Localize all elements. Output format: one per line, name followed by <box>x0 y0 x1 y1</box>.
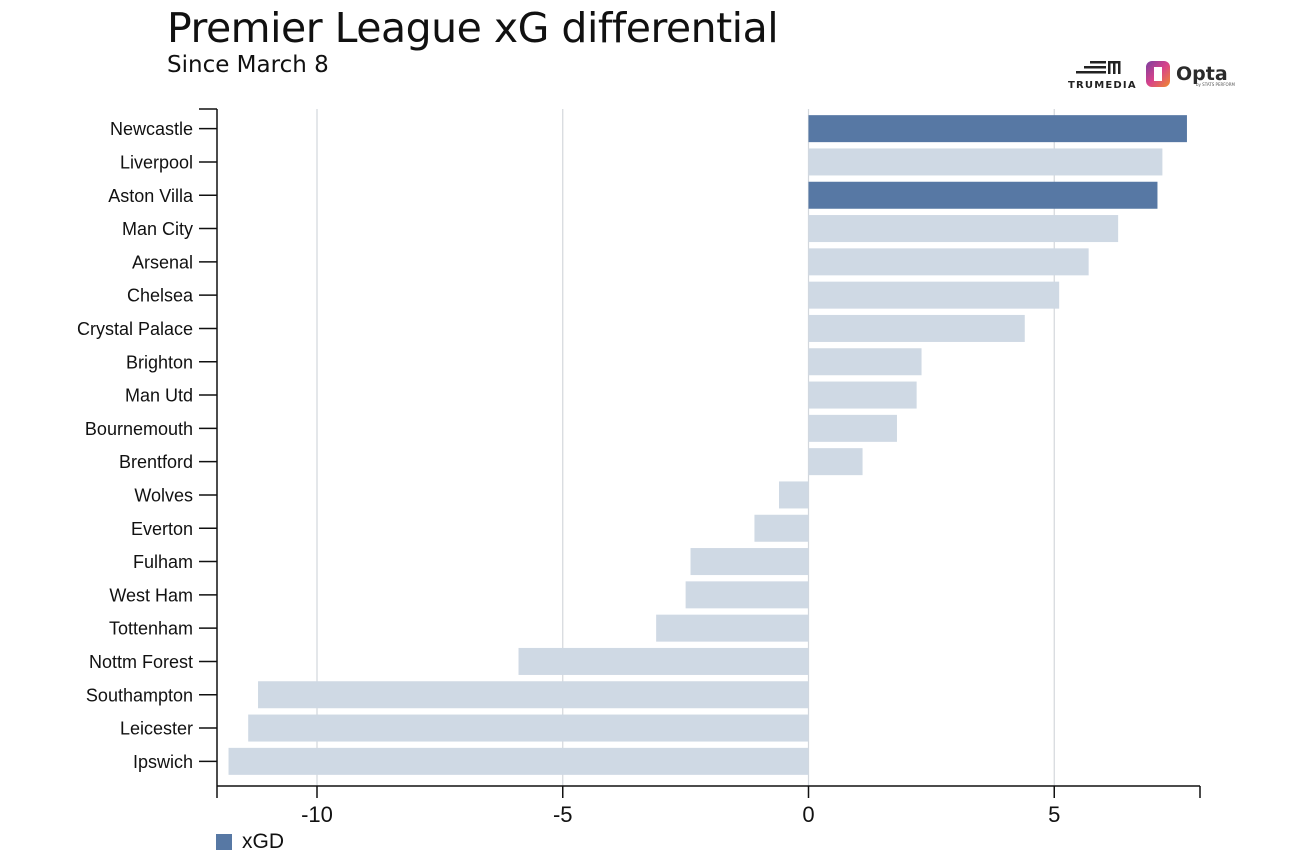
bar <box>808 215 1119 243</box>
chart-subtitle: Since March 8 <box>167 52 329 78</box>
bar <box>808 148 1163 176</box>
y-tick-label: Southampton <box>86 685 193 705</box>
x-tick-label: 5 <box>1048 802 1060 827</box>
logos: TRUMEDIA Opta by STATS PERFORM <box>1066 58 1246 98</box>
y-tick-label: Ipswich <box>133 752 193 772</box>
bar <box>685 581 809 609</box>
y-tick-label: Brentford <box>119 452 193 472</box>
bar <box>690 548 809 576</box>
bar <box>228 747 809 775</box>
y-tick-label: Nottm Forest <box>89 652 193 672</box>
bar <box>808 448 863 476</box>
bar <box>656 614 809 642</box>
legend-label: xGD <box>242 830 284 853</box>
trumedia-logo: TRUMEDIA <box>1066 58 1138 94</box>
chart-title: Premier League xG differential <box>167 4 779 52</box>
y-tick-label: Crystal Palace <box>77 319 193 339</box>
y-tick-label: Liverpool <box>120 152 193 172</box>
trumedia-logo-text: TRUMEDIA <box>1068 80 1137 91</box>
y-tick-label: Leicester <box>120 719 193 739</box>
bar <box>808 381 917 409</box>
bar <box>808 314 1025 342</box>
y-tick-label: Brighton <box>126 352 193 372</box>
bar <box>808 248 1089 276</box>
y-tick-label: Chelsea <box>127 286 194 306</box>
y-tick-label: Fulham <box>133 552 193 572</box>
y-tick-label: Man City <box>122 219 193 239</box>
y-tick-label: Newcastle <box>110 119 193 139</box>
x-tick-label: 0 <box>802 802 814 827</box>
bar <box>808 115 1187 143</box>
y-tick-label: Wolves <box>134 485 193 505</box>
trumedia-mark-icon <box>1076 61 1121 74</box>
y-tick-label: Tottenham <box>109 619 193 639</box>
opta-logo: Opta by STATS PERFORM <box>1144 58 1244 94</box>
y-tick-label: Aston Villa <box>108 186 194 206</box>
y-tick-label: Man Utd <box>125 386 193 406</box>
opta-mark-icon <box>1146 61 1170 87</box>
y-tick-label: Bournemouth <box>85 419 193 439</box>
bar <box>258 681 809 709</box>
bar <box>808 414 897 442</box>
y-tick-label: West Ham <box>109 585 193 605</box>
legend-swatch <box>216 834 232 850</box>
opta-logo-text: Opta <box>1176 63 1228 85</box>
y-tick-label: Everton <box>131 519 193 539</box>
opta-logo-subtext: by STATS PERFORM <box>1196 82 1235 87</box>
x-tick-label: -5 <box>553 802 573 827</box>
bar <box>248 714 809 742</box>
bar <box>779 481 809 509</box>
y-tick-label: Arsenal <box>132 252 193 272</box>
x-tick-label: -10 <box>301 802 333 827</box>
bar <box>808 281 1060 309</box>
bar <box>808 348 922 376</box>
bar <box>518 647 809 675</box>
bar <box>754 514 809 542</box>
bar <box>808 181 1158 209</box>
